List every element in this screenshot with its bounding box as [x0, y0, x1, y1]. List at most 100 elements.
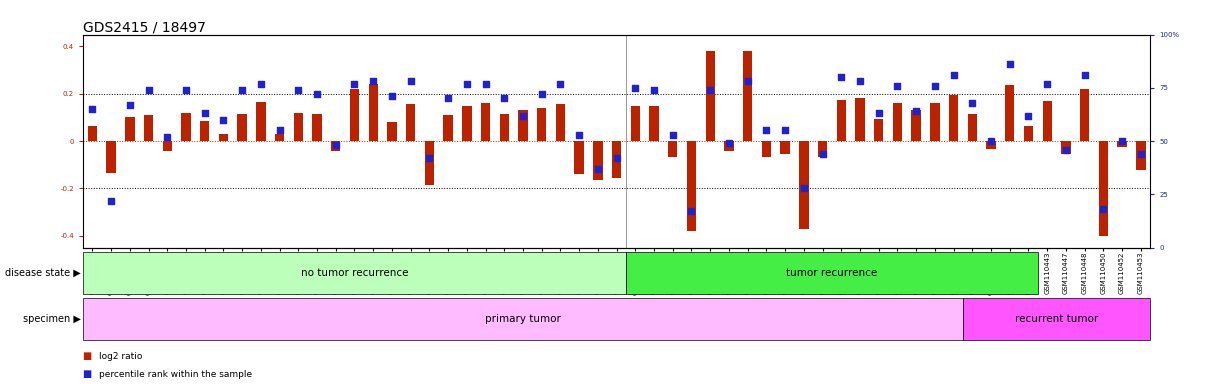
Text: disease state ▶: disease state ▶ — [5, 268, 81, 278]
Bar — [874, 119, 883, 141]
Bar — [1117, 141, 1127, 147]
Bar — [630, 106, 640, 141]
Bar — [481, 103, 490, 141]
Bar — [518, 110, 527, 141]
Text: specimen ▶: specimen ▶ — [23, 314, 81, 324]
Bar — [987, 141, 996, 149]
Text: ■: ■ — [83, 369, 95, 379]
Point — [794, 185, 813, 191]
Point — [944, 72, 963, 78]
Point — [1131, 151, 1150, 157]
Text: log2 ratio: log2 ratio — [99, 352, 143, 361]
Bar — [593, 141, 602, 180]
Point — [176, 87, 195, 93]
Point — [569, 132, 589, 138]
Bar — [1043, 101, 1053, 141]
Text: recurrent tumor: recurrent tumor — [1015, 314, 1098, 324]
Bar — [1079, 89, 1089, 141]
Point — [645, 87, 664, 93]
Point — [1094, 206, 1114, 212]
Point — [252, 81, 271, 87]
Point — [1038, 81, 1057, 87]
Bar — [293, 113, 303, 141]
Bar — [537, 108, 546, 141]
Bar — [126, 118, 134, 141]
Point — [476, 81, 496, 87]
Point — [719, 140, 739, 146]
FancyBboxPatch shape — [626, 252, 1038, 294]
Bar — [1023, 126, 1033, 141]
Bar — [162, 141, 172, 151]
Bar — [706, 51, 716, 141]
Point — [288, 87, 308, 93]
Point — [1074, 72, 1094, 78]
Text: GDS2415 / 18497: GDS2415 / 18497 — [83, 21, 206, 35]
Point — [589, 166, 608, 172]
Bar — [275, 134, 284, 141]
Bar — [818, 141, 828, 157]
Point — [364, 78, 383, 84]
Point — [139, 87, 159, 93]
Point — [1112, 138, 1132, 144]
Bar — [462, 106, 471, 141]
Text: tumor recurrence: tumor recurrence — [786, 268, 878, 278]
Point — [757, 127, 777, 134]
Bar — [1005, 86, 1015, 141]
Point — [83, 106, 103, 112]
Point — [832, 74, 851, 80]
Point — [513, 113, 532, 119]
Point — [775, 127, 795, 134]
Bar — [799, 141, 808, 229]
Point — [701, 87, 720, 93]
Bar — [425, 141, 435, 185]
Point — [607, 155, 626, 161]
Text: no tumor recurrence: no tumor recurrence — [300, 268, 408, 278]
Point — [625, 85, 645, 91]
Point — [308, 91, 327, 97]
Bar — [88, 126, 98, 141]
Bar — [650, 106, 659, 141]
Bar — [331, 141, 341, 151]
Bar — [1136, 141, 1145, 170]
Point — [214, 117, 233, 123]
Point — [420, 155, 440, 161]
Bar — [724, 141, 734, 151]
Bar — [949, 95, 958, 141]
Point — [270, 127, 289, 134]
FancyBboxPatch shape — [963, 298, 1150, 340]
Bar — [668, 141, 678, 157]
Point — [532, 91, 552, 97]
Point — [344, 81, 364, 87]
Bar — [762, 141, 772, 157]
Point — [438, 96, 458, 102]
Bar — [574, 141, 584, 174]
Point — [962, 100, 982, 106]
Point — [400, 78, 420, 84]
Point — [120, 102, 139, 108]
Bar — [612, 141, 621, 178]
Point — [1056, 147, 1076, 153]
Bar — [499, 114, 509, 141]
Bar — [686, 141, 696, 231]
Bar — [219, 134, 228, 141]
Point — [551, 81, 570, 87]
Point — [495, 96, 514, 102]
Bar — [780, 141, 790, 154]
Bar — [106, 141, 116, 173]
Bar — [313, 114, 321, 141]
Bar — [349, 89, 359, 141]
Point — [663, 132, 683, 138]
Bar — [443, 115, 453, 141]
Bar — [930, 103, 940, 141]
FancyBboxPatch shape — [83, 252, 626, 294]
Point — [926, 83, 945, 89]
Point — [457, 81, 476, 87]
Bar — [855, 99, 864, 141]
FancyBboxPatch shape — [83, 298, 963, 340]
Bar — [256, 102, 266, 141]
Text: ■: ■ — [83, 351, 95, 361]
Point — [982, 138, 1001, 144]
Point — [737, 78, 757, 84]
Bar — [200, 121, 210, 141]
Point — [1000, 61, 1020, 68]
